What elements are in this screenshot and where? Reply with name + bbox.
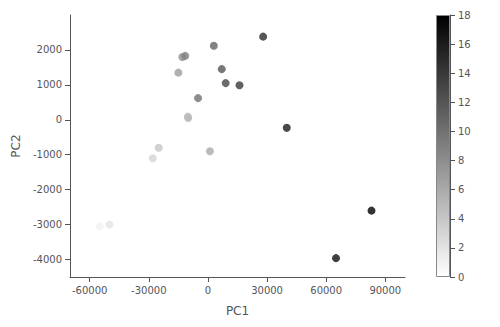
svg-text:10: 10	[458, 126, 471, 137]
svg-text:-4000: -4000	[33, 254, 62, 265]
svg-text:18: 18	[458, 10, 471, 21]
svg-text:-30000: -30000	[131, 285, 166, 296]
svg-text:0: 0	[205, 285, 211, 296]
svg-text:0: 0	[458, 272, 464, 283]
svg-text:60000: 60000	[310, 285, 342, 296]
svg-text:90000: 90000	[369, 285, 401, 296]
svg-text:PC1: PC1	[226, 304, 249, 318]
svg-text:-1000: -1000	[33, 149, 62, 160]
svg-text:2000: 2000	[37, 44, 62, 55]
svg-text:2: 2	[458, 242, 464, 253]
svg-text:-2000: -2000	[33, 184, 62, 195]
svg-text:30000: 30000	[251, 285, 283, 296]
svg-text:-60000: -60000	[72, 285, 107, 296]
svg-text:-3000: -3000	[33, 219, 62, 230]
svg-text:1000: 1000	[37, 79, 62, 90]
svg-text:PC2: PC2	[9, 134, 23, 157]
svg-text:12: 12	[458, 97, 471, 108]
svg-text:0: 0	[56, 114, 62, 125]
svg-text:6: 6	[458, 184, 464, 195]
svg-text:8: 8	[458, 155, 464, 166]
svg-text:14: 14	[458, 68, 471, 79]
svg-text:4: 4	[458, 213, 464, 224]
svg-text:16: 16	[458, 39, 471, 50]
